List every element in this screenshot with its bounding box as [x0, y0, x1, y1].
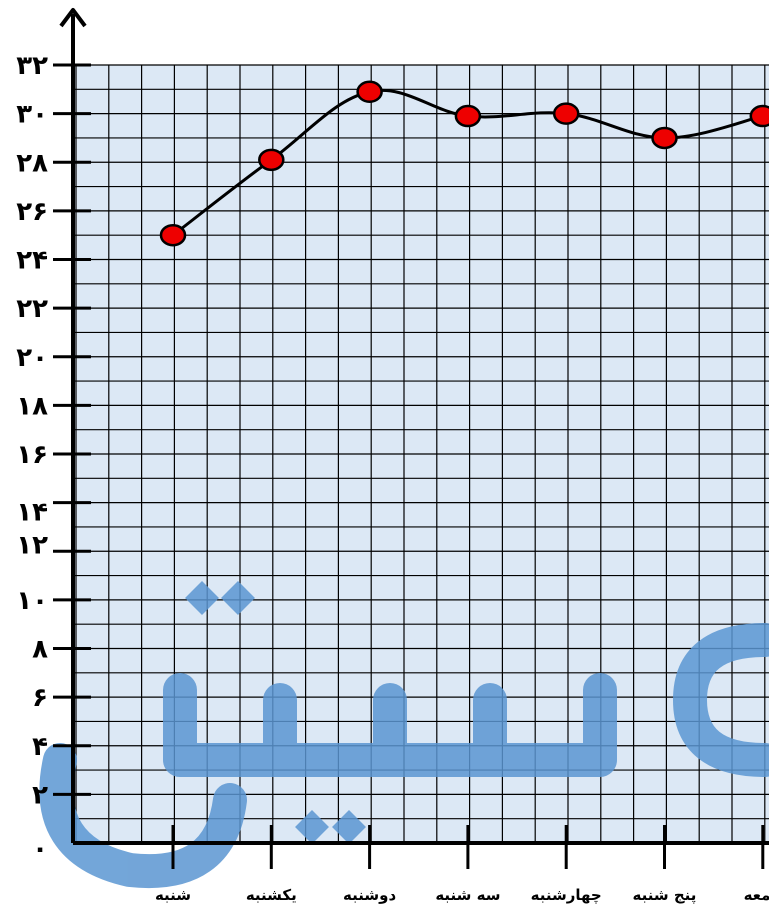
y-tick-label: ۱۴ — [16, 498, 48, 528]
y-tick-label: ۰ — [32, 834, 48, 864]
x-tick-label: شنبه — [155, 886, 191, 904]
y-tick-label: ۱۸ — [16, 391, 48, 421]
watermark-dot-4 — [332, 810, 366, 844]
data-point — [749, 104, 769, 128]
y-tick-label: ۱۶ — [16, 440, 48, 470]
y-tick-label: ۸ — [32, 635, 48, 665]
watermark-dot-3 — [295, 810, 329, 844]
data-point — [651, 126, 678, 150]
axes — [59, 8, 769, 845]
y-tick-label: ۴ — [32, 732, 48, 762]
watermark-dot-2 — [221, 581, 255, 615]
x-tick-label: یکشنبه — [246, 886, 297, 904]
x-tick-label: جمعه — [744, 886, 769, 904]
x-tick-label: پنج شنبه — [633, 886, 697, 905]
series — [159, 80, 769, 247]
y-tick-label: ۶ — [32, 683, 48, 713]
data-point — [159, 223, 187, 247]
y-tick-label: ۲۲ — [16, 294, 48, 324]
y-tick-label: ۱۲ — [16, 530, 48, 560]
data-point — [552, 102, 580, 125]
y-tick-label: ۳۰ — [16, 100, 48, 130]
y-tick-label: ۱۰ — [16, 586, 48, 616]
y-tick-label: ۲۸ — [16, 148, 48, 178]
y-tick-label: ۲۶ — [16, 197, 48, 227]
data-point — [454, 104, 482, 128]
data-point — [258, 148, 285, 172]
y-tick-label: ۲ — [32, 780, 48, 810]
x-tick-label: سه شنبه — [435, 886, 500, 904]
watermark-loop-right — [672, 623, 769, 777]
watermark-stroke-left — [39, 743, 247, 889]
y-tick-label: ۲۰ — [16, 343, 48, 373]
y-tick-label: ۳۲ — [16, 51, 48, 81]
watermark-dot-1 — [185, 581, 219, 615]
x-ticks: شنبه یکشنبه دوشنبه سه شنبه چهارشنبه پنج شنبه ج… — [155, 825, 769, 905]
watermark — [39, 581, 769, 889]
y-axis-arrow — [59, 8, 87, 28]
x-tick-label: چهارشنبه — [531, 886, 602, 905]
y-tick-label: ۲۴ — [16, 246, 48, 276]
x-tick-label: دوشنبه — [343, 886, 396, 904]
data-point — [356, 80, 383, 103]
